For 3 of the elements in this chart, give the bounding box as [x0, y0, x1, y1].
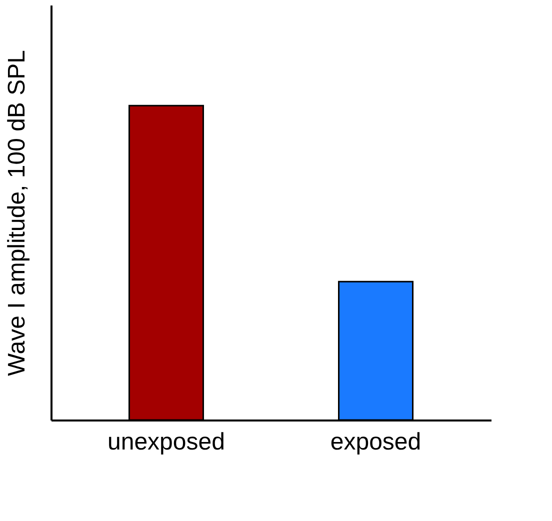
x-tick-label: exposed	[330, 428, 422, 456]
x-tick-label: unexposed	[108, 428, 225, 456]
y-axis-title: Wave I amplitude, 100 dB SPL	[4, 50, 30, 376]
